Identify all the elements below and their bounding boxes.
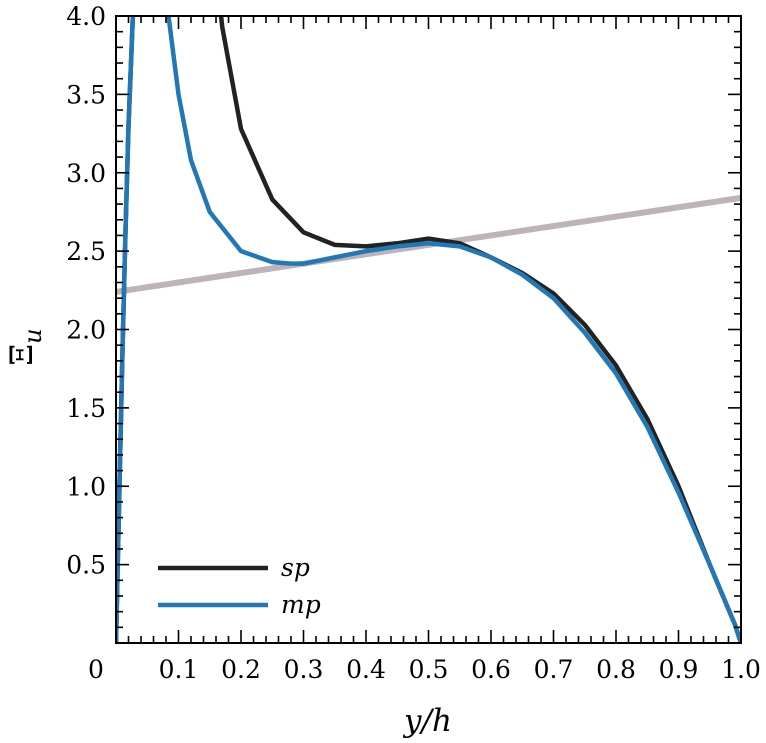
x-axis-label: y/h [402, 703, 452, 739]
x-tick-label: 0.3 [284, 655, 324, 684]
x-tick-label: 0.1 [159, 655, 199, 684]
series-layer [116, 16, 741, 643]
x-tick-label: 0.7 [534, 655, 574, 684]
y-axis-label: Ξu [4, 328, 47, 365]
y-tick-label: 0.5 [66, 551, 106, 580]
legend-label-sp: sp [281, 553, 310, 582]
x-tick-label: 0.4 [346, 655, 386, 684]
x-tick-label: 0 [88, 655, 104, 684]
labels-layer: 0 0.1 0.2 0.3 0.4 0.5 0.6 0.7 0.8 0.9 1.0 0.5 1.0 1.5… [66, 2, 761, 684]
x-tick-label: 0.5 [409, 655, 449, 684]
y-tick-label: 1.5 [66, 394, 106, 423]
y-tick-label: 3.5 [66, 80, 106, 109]
x-tick-label: 0.9 [659, 655, 699, 684]
ticks-layer [115, 15, 742, 644]
y-tick-label: 1.0 [66, 472, 106, 501]
series-line-sp [116, 16, 741, 643]
plot-frame [115, 15, 742, 644]
legend: sp mp [158, 553, 321, 619]
series-line-mp [116, 16, 741, 643]
y-tick-label: 3.0 [66, 159, 106, 188]
legend-label-mp: mp [281, 590, 321, 619]
x-tick-label: 0.2 [221, 655, 261, 684]
y-tick-label: 2.5 [66, 237, 106, 266]
y-tick-label: 4.0 [66, 2, 106, 31]
y-tick-label: 2.0 [66, 316, 106, 345]
y-axis-label-subscript: u [19, 328, 47, 343]
x-tick-label: 1.0 [721, 655, 761, 684]
y-axis-label-main: Ξ [4, 344, 40, 366]
x-tick-label: 0.8 [596, 655, 636, 684]
x-tick-label: 0.6 [471, 655, 511, 684]
